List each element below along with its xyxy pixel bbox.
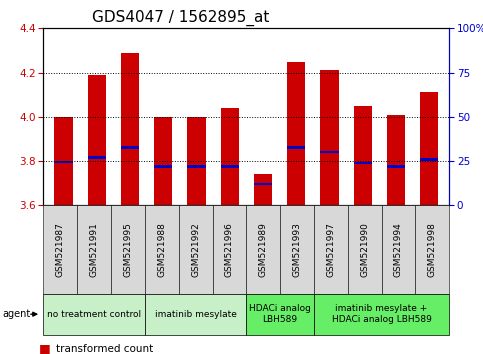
Text: GSM521998: GSM521998 <box>428 222 437 277</box>
Bar <box>121 53 139 205</box>
Bar <box>87 75 106 205</box>
Text: GSM521997: GSM521997 <box>327 222 335 277</box>
Bar <box>354 162 372 164</box>
Text: GSM521991: GSM521991 <box>90 222 99 277</box>
Text: GSM521995: GSM521995 <box>124 222 132 277</box>
Text: agent: agent <box>2 309 30 319</box>
Bar <box>287 62 305 205</box>
Bar <box>387 115 405 205</box>
Text: no treatment control: no treatment control <box>47 310 141 319</box>
Text: GSM521990: GSM521990 <box>360 222 369 277</box>
Text: GSM521993: GSM521993 <box>293 222 301 277</box>
Bar <box>287 146 305 149</box>
Bar <box>221 108 239 205</box>
Bar <box>420 159 439 161</box>
Bar <box>387 165 405 168</box>
Text: GDS4047 / 1562895_at: GDS4047 / 1562895_at <box>92 9 270 25</box>
Text: GSM521996: GSM521996 <box>225 222 234 277</box>
Bar <box>320 151 339 153</box>
Text: GSM521992: GSM521992 <box>191 222 200 277</box>
Bar <box>221 165 239 168</box>
Bar <box>154 165 172 168</box>
Text: GSM521994: GSM521994 <box>394 222 403 277</box>
Text: imatinib mesylate: imatinib mesylate <box>155 310 237 319</box>
Bar <box>420 92 439 205</box>
Text: imatinib mesylate +
HDACi analog LBH589: imatinib mesylate + HDACi analog LBH589 <box>332 304 431 324</box>
Bar <box>121 146 139 149</box>
Bar <box>54 117 72 205</box>
Bar <box>354 106 372 205</box>
Text: GSM521989: GSM521989 <box>259 222 268 277</box>
Bar <box>87 156 106 159</box>
Text: transformed count: transformed count <box>56 344 153 354</box>
Bar <box>154 117 172 205</box>
Text: HDACi analog
LBH589: HDACi analog LBH589 <box>249 304 311 324</box>
Bar <box>320 70 339 205</box>
Bar <box>187 117 206 205</box>
Text: GSM521988: GSM521988 <box>157 222 166 277</box>
Bar <box>254 183 272 185</box>
Text: ■: ■ <box>39 342 50 354</box>
Bar <box>254 174 272 205</box>
Text: GSM521987: GSM521987 <box>56 222 65 277</box>
Bar <box>187 165 206 168</box>
Bar <box>54 161 72 163</box>
